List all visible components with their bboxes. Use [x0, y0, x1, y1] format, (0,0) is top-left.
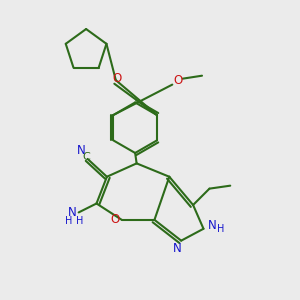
- Text: O: O: [113, 72, 122, 85]
- Text: N: N: [77, 144, 85, 157]
- Text: C: C: [82, 152, 90, 162]
- Text: N: N: [207, 219, 216, 232]
- Text: H: H: [64, 216, 72, 226]
- Text: O: O: [111, 213, 120, 226]
- Text: N: N: [68, 206, 77, 219]
- Text: H: H: [217, 224, 224, 234]
- Text: N: N: [173, 242, 182, 255]
- Text: O: O: [174, 74, 183, 87]
- Text: H: H: [76, 216, 84, 226]
